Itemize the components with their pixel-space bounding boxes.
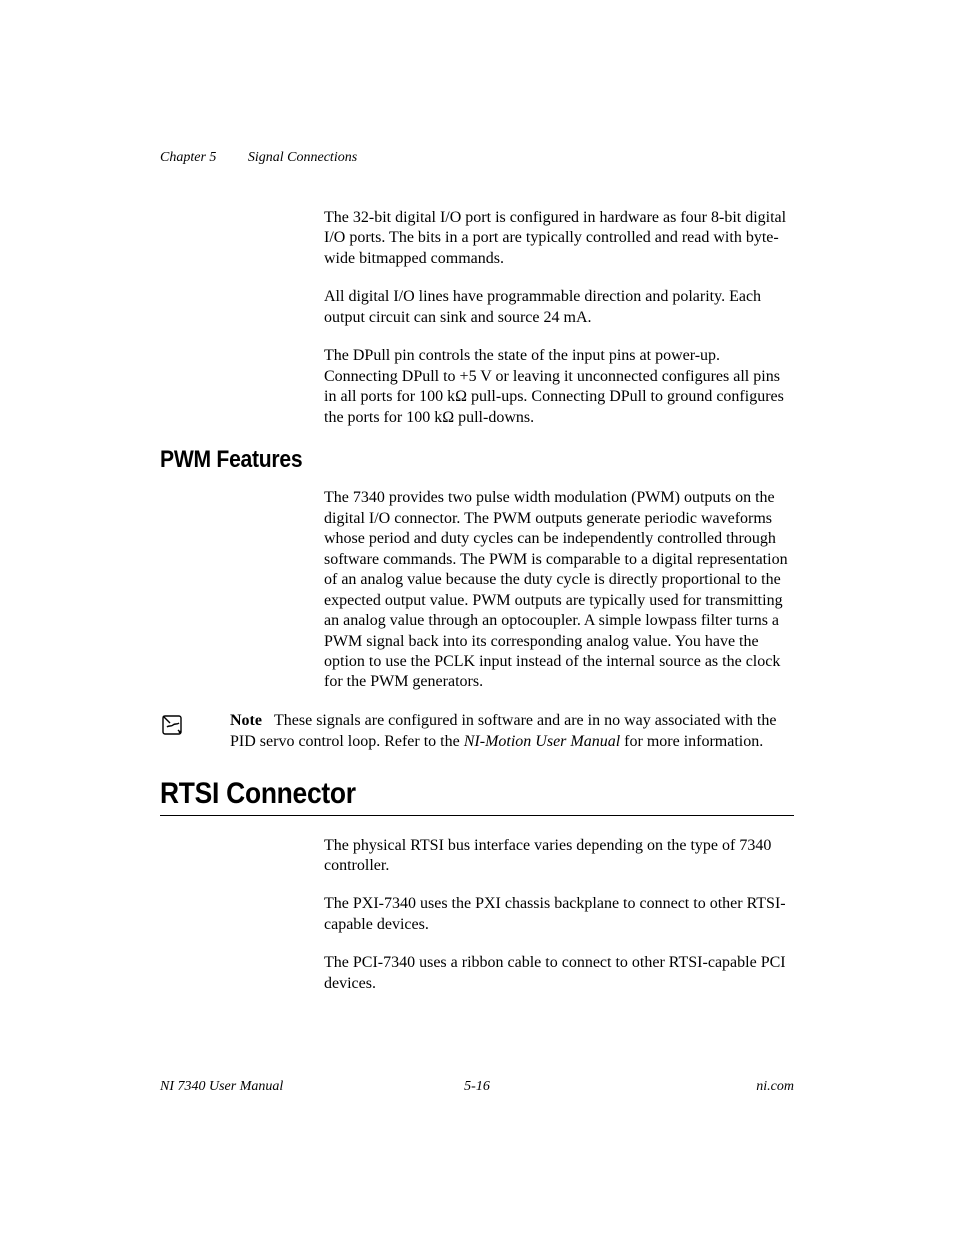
body-paragraph: The 32-bit digital I/O port is configure…: [324, 208, 794, 269]
body-paragraph: The physical RTSI bus interface varies d…: [324, 836, 794, 877]
note-body-after: for more information.: [620, 733, 763, 750]
footer-manual-title: NI 7340 User Manual: [160, 1079, 283, 1095]
running-header: Chapter 5 Signal Connections: [160, 150, 794, 166]
note-label: Note: [230, 712, 262, 729]
heading-pwm-features: PWM Features: [160, 446, 718, 474]
note-row: Note These signals are configured in sof…: [160, 711, 794, 753]
body-paragraph: The PXI-7340 uses the PXI chassis backpl…: [324, 894, 794, 935]
body-paragraph: The 7340 provides two pulse width modula…: [324, 488, 794, 693]
intro-block: The 32-bit digital I/O port is configure…: [324, 208, 794, 428]
heading-rtsi-connector: RTSI Connector: [160, 777, 718, 811]
body-paragraph: The DPull pin controls the state of the …: [324, 346, 794, 428]
body-paragraph: All digital I/O lines have programmable …: [324, 287, 794, 328]
header-title: Signal Connections: [248, 150, 357, 165]
note-body-ital: NI-Motion User Manual: [464, 733, 620, 750]
note-text: Note These signals are configured in sof…: [230, 711, 794, 753]
footer-site: ni.com: [756, 1079, 794, 1095]
page-footer: NI 7340 User Manual 5-16 ni.com: [160, 1079, 794, 1095]
pwm-block: The 7340 provides two pulse width modula…: [324, 488, 794, 693]
note-icon: [160, 713, 184, 737]
heading-rule: [160, 815, 794, 816]
rtsi-block: The physical RTSI bus interface varies d…: [324, 836, 794, 995]
body-paragraph: The PCI-7340 uses a ribbon cable to conn…: [324, 953, 794, 994]
header-chapter: Chapter 5: [160, 150, 216, 165]
